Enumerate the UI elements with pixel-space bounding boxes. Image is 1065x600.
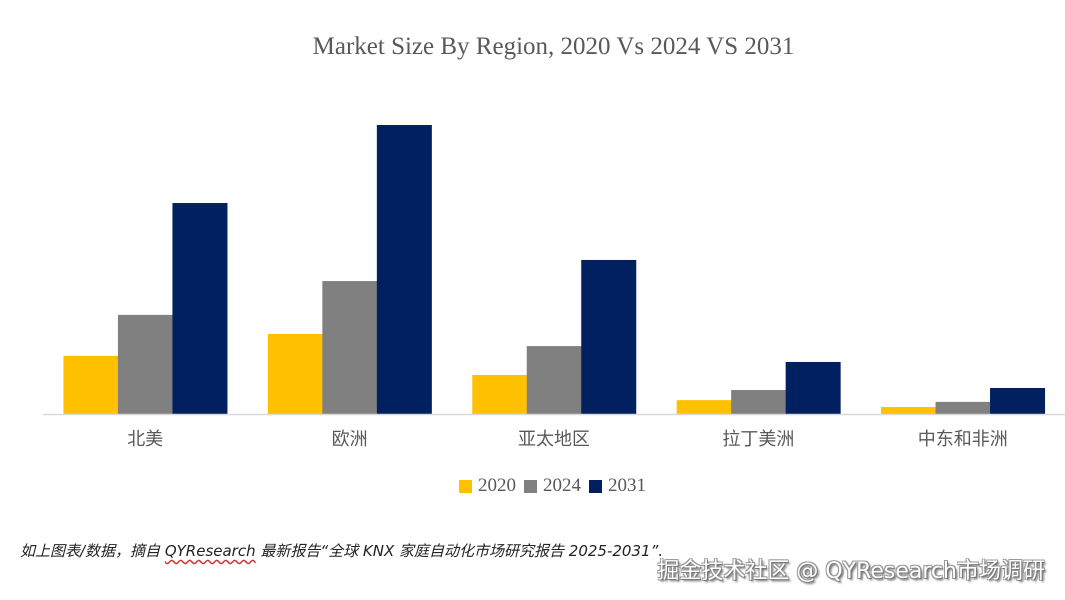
legend-label-2024: 2024	[543, 475, 581, 496]
legend-swatch-2020	[459, 479, 472, 493]
bar-2031-3	[581, 259, 637, 414]
category-label: 欧洲	[332, 429, 368, 450]
bar-2024-1	[117, 314, 173, 414]
source-suffix: 最新报告“全球 KNX 家庭自动化市场研究报告 2025-2031”.	[255, 542, 664, 560]
bar-2020-2	[267, 333, 323, 414]
category-label: 中东和非洲	[918, 429, 1008, 450]
category-label: 北美	[127, 429, 163, 450]
legend-label-2020: 2020	[478, 475, 516, 496]
bar-2020-5	[881, 407, 937, 414]
source-note: 如上图表/数据，摘自 QYResearch 最新报告“全球 KNX 家庭自动化市…	[20, 540, 663, 561]
legend: 2020 2024 2031	[459, 475, 654, 497]
bar-2020-1	[63, 355, 119, 414]
bar-2024-5	[935, 401, 991, 414]
legend-swatch-2031	[589, 479, 602, 493]
legend-item-2024: 2024	[524, 475, 581, 497]
category-label: 亚太地区	[518, 429, 590, 450]
bar-2031-4	[785, 361, 841, 414]
source-brand: QYResearch	[164, 542, 256, 560]
watermark: 掘金技术社区 @ QYResearch市场调研	[657, 559, 1045, 584]
bar-chart: 北美 欧洲 亚太地区 拉丁美洲 中东和非洲	[43, 125, 1065, 450]
bars-layer	[63, 125, 1046, 414]
bar-2020-4	[676, 400, 732, 414]
legend-swatch-2024	[524, 479, 537, 493]
bar-2024-2	[322, 281, 378, 414]
category-labels: 北美 欧洲 亚太地区 拉丁美洲 中东和非洲	[127, 429, 1008, 450]
bar-2024-4	[731, 390, 787, 414]
category-label: 拉丁美洲	[722, 429, 794, 450]
chart-title: Market Size By Region, 2020 Vs 2024 VS 2…	[312, 33, 795, 60]
bar-2031-1	[172, 203, 228, 414]
bar-2031-2	[376, 125, 432, 414]
legend-item-2020: 2020	[459, 475, 516, 497]
bar-2031-5	[990, 387, 1046, 414]
bar-2024-3	[526, 346, 582, 414]
source-prefix: 如上图表/数据，摘自	[20, 542, 165, 560]
legend-label-2031: 2031	[608, 475, 646, 496]
bar-2020-3	[472, 374, 528, 414]
legend-item-2031: 2031	[589, 475, 646, 497]
